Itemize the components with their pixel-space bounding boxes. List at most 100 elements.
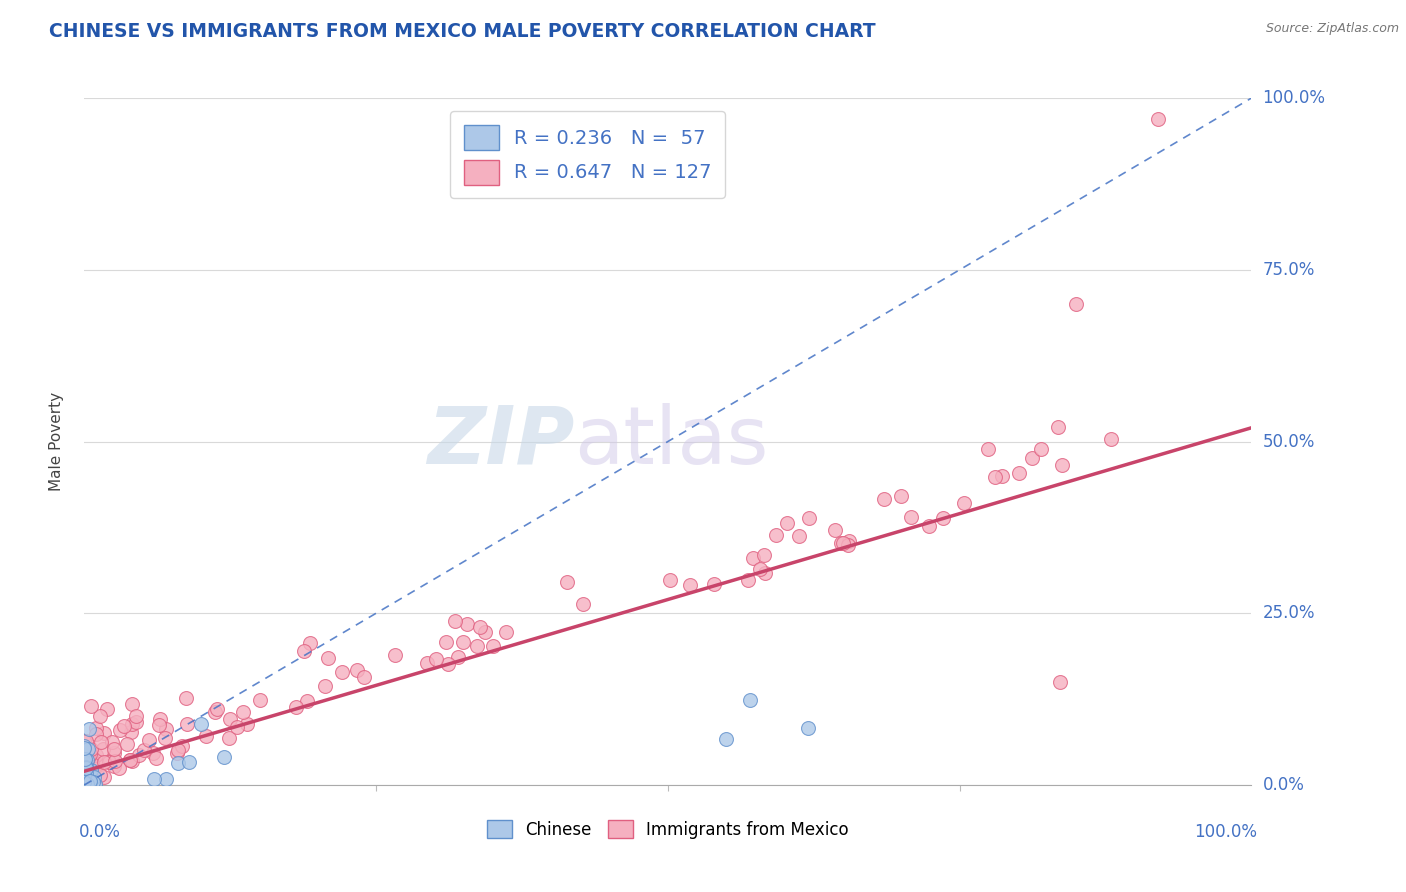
Point	[932, 511, 955, 525]
Point	[73, 772, 96, 787]
Point	[121, 716, 143, 731]
Legend: Chinese, Immigrants from Mexico: Chinese, Immigrants from Mexico	[479, 814, 856, 846]
Point	[96, 701, 118, 715]
Point	[659, 573, 682, 587]
Point	[76, 772, 98, 787]
Point	[73, 771, 96, 785]
Point	[124, 714, 146, 729]
Point	[80, 698, 103, 713]
Point	[703, 577, 725, 591]
Point	[824, 523, 846, 537]
Point	[79, 773, 101, 788]
Point	[103, 759, 125, 773]
Text: 50.0%: 50.0%	[1263, 433, 1315, 450]
Text: Source: ZipAtlas.com: Source: ZipAtlas.com	[1265, 22, 1399, 36]
Point	[754, 566, 776, 580]
Point	[218, 731, 240, 746]
Point	[353, 670, 375, 684]
Point	[155, 772, 177, 786]
Point	[456, 616, 478, 631]
Point	[90, 734, 112, 748]
Point	[132, 743, 155, 757]
Point	[416, 656, 439, 670]
Text: 0.0%: 0.0%	[1263, 776, 1305, 794]
Point	[73, 774, 96, 789]
Point	[953, 496, 976, 510]
Point	[482, 639, 505, 653]
Point	[86, 727, 108, 741]
Point	[447, 649, 470, 664]
Point	[103, 742, 125, 756]
Point	[299, 636, 322, 650]
Point	[830, 536, 852, 550]
Point	[77, 722, 100, 736]
Point	[1050, 458, 1073, 473]
Point	[73, 734, 96, 748]
Point	[73, 774, 96, 789]
Text: 100.0%: 100.0%	[1194, 822, 1257, 841]
Point	[434, 635, 457, 649]
Point	[76, 760, 98, 774]
Text: CHINESE VS IMMIGRANTS FROM MEXICO MALE POVERTY CORRELATION CHART: CHINESE VS IMMIGRANTS FROM MEXICO MALE P…	[49, 22, 876, 41]
Point	[176, 717, 198, 731]
Point	[93, 756, 115, 770]
Point	[900, 509, 922, 524]
Point	[1021, 451, 1043, 466]
Point	[799, 511, 821, 525]
Point	[75, 763, 97, 777]
Point	[73, 767, 96, 781]
Point	[73, 770, 96, 784]
Point	[79, 772, 101, 787]
Point	[737, 573, 759, 587]
Point	[166, 756, 188, 771]
Point	[93, 770, 115, 784]
Point	[79, 776, 101, 790]
Point	[73, 771, 96, 785]
Point	[166, 743, 188, 757]
Point	[75, 768, 97, 782]
Point	[73, 752, 96, 766]
Point	[1099, 433, 1122, 447]
Point	[142, 746, 165, 760]
Point	[148, 718, 170, 732]
Point	[76, 753, 98, 767]
Point	[76, 751, 98, 765]
Point	[80, 763, 103, 777]
Point	[97, 755, 120, 769]
Point	[83, 770, 105, 784]
Point	[1008, 466, 1031, 480]
Point	[100, 735, 122, 749]
Point	[219, 712, 242, 726]
Point	[75, 761, 97, 775]
Point	[153, 731, 176, 746]
Point	[73, 770, 96, 784]
Point	[679, 578, 702, 592]
Point	[155, 723, 177, 737]
Point	[465, 639, 488, 653]
Point	[741, 550, 763, 565]
Point	[555, 575, 578, 590]
Point	[115, 737, 138, 751]
Point	[79, 777, 101, 791]
Point	[332, 665, 354, 679]
Point	[103, 746, 125, 760]
Point	[112, 719, 135, 733]
Point	[138, 732, 160, 747]
Point	[73, 762, 96, 776]
Point	[249, 693, 271, 707]
Point	[232, 705, 254, 719]
Point	[166, 746, 188, 760]
Point	[120, 725, 142, 739]
Point	[174, 691, 197, 706]
Point	[125, 708, 148, 723]
Point	[73, 774, 96, 789]
Point	[84, 721, 107, 735]
Point	[195, 729, 218, 743]
Point	[76, 777, 98, 791]
Point	[297, 694, 319, 708]
Point	[143, 772, 166, 787]
Point	[443, 614, 465, 628]
Point	[82, 774, 104, 789]
Point	[73, 763, 96, 777]
Point	[104, 755, 127, 769]
